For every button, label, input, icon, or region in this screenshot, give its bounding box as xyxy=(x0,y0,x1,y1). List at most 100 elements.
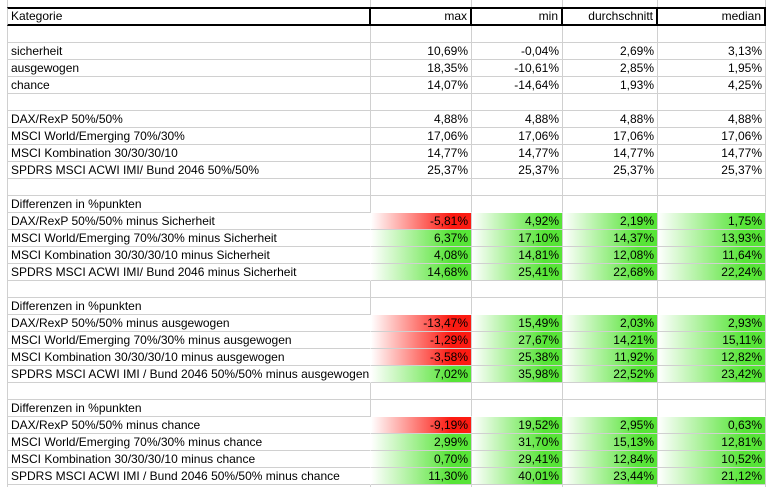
empty-cell[interactable] xyxy=(563,281,658,298)
row-label-cell[interactable]: MSCI Kombination 30/30/30/10 minus ausge… xyxy=(7,349,371,366)
value-cell[interactable]: 6,37% xyxy=(371,230,472,247)
value-cell[interactable]: 25,41% xyxy=(472,264,563,281)
empty-cell[interactable] xyxy=(472,298,563,315)
value-cell[interactable]: 2,99% xyxy=(371,434,472,451)
value-cell[interactable]: 4,08% xyxy=(371,247,472,264)
value-cell[interactable]: 21,12% xyxy=(658,468,766,485)
empty-cell[interactable] xyxy=(563,0,658,7)
value-cell[interactable]: 14,77% xyxy=(472,145,563,162)
value-cell[interactable]: 12,82% xyxy=(658,349,766,366)
value-cell[interactable]: 14,81% xyxy=(472,247,563,264)
empty-cell[interactable] xyxy=(7,26,371,43)
empty-cell[interactable] xyxy=(371,400,472,417)
value-cell[interactable]: -9,19% xyxy=(371,417,472,434)
row-label-cell[interactable]: SPDRS MSCI ACWI IMI / Bund 2046 50%/50% … xyxy=(7,366,371,383)
value-cell[interactable]: 10,69% xyxy=(371,43,472,60)
empty-cell[interactable] xyxy=(658,179,766,196)
value-cell[interactable]: 12,81% xyxy=(658,434,766,451)
row-label-cell[interactable]: DAX/RexP 50%/50% minus ausgewogen xyxy=(7,315,371,332)
empty-cell[interactable] xyxy=(472,26,563,43)
empty-cell[interactable] xyxy=(563,485,658,487)
value-cell[interactable]: -1,29% xyxy=(371,332,472,349)
value-cell[interactable]: 31,70% xyxy=(472,434,563,451)
value-cell[interactable]: 14,68% xyxy=(371,264,472,281)
empty-cell[interactable] xyxy=(7,94,371,111)
empty-cell[interactable] xyxy=(563,26,658,43)
value-cell[interactable]: 17,06% xyxy=(563,128,658,145)
row-label-cell[interactable]: SPDRS MSCI ACWI IMI/ Bund 2046 minus Sic… xyxy=(7,264,371,281)
empty-cell[interactable] xyxy=(371,485,472,487)
value-cell[interactable]: 14,77% xyxy=(371,145,472,162)
row-label-cell[interactable]: DAX/RexP 50%/50% minus Sicherheit xyxy=(7,213,371,230)
value-cell[interactable]: 15,49% xyxy=(472,315,563,332)
value-cell[interactable]: 1,95% xyxy=(658,60,766,77)
row-label-cell[interactable]: MSCI Kombination 30/30/30/10 minus Siche… xyxy=(7,247,371,264)
value-cell[interactable]: 23,42% xyxy=(658,366,766,383)
value-cell[interactable]: 4,92% xyxy=(472,213,563,230)
empty-cell[interactable] xyxy=(7,0,371,7)
empty-cell[interactable] xyxy=(658,281,766,298)
empty-cell[interactable] xyxy=(371,281,472,298)
empty-cell[interactable] xyxy=(658,383,766,400)
value-cell[interactable]: 22,52% xyxy=(563,366,658,383)
row-label-cell[interactable]: Differenzen in %punkten xyxy=(7,196,371,213)
value-cell[interactable]: 18,35% xyxy=(371,60,472,77)
value-cell[interactable]: 2,93% xyxy=(658,315,766,332)
row-label-cell[interactable]: DAX/RexP 50%/50% xyxy=(7,111,371,128)
empty-cell[interactable] xyxy=(7,485,371,487)
value-cell[interactable]: 25,38% xyxy=(472,349,563,366)
empty-cell[interactable] xyxy=(658,0,766,7)
empty-cell[interactable] xyxy=(563,298,658,315)
row-label-cell[interactable]: chance xyxy=(7,77,371,94)
row-label-cell[interactable]: ausgewogen xyxy=(7,60,371,77)
row-label-cell[interactable]: sicherheit xyxy=(7,43,371,60)
empty-cell[interactable] xyxy=(472,281,563,298)
empty-cell[interactable] xyxy=(371,0,472,7)
value-cell[interactable]: 25,37% xyxy=(472,162,563,179)
empty-cell[interactable] xyxy=(371,196,472,213)
empty-cell[interactable] xyxy=(371,179,472,196)
row-label-cell[interactable]: DAX/RexP 50%/50% minus chance xyxy=(7,417,371,434)
value-cell[interactable]: -5,81% xyxy=(371,213,472,230)
column-header-min[interactable]: min xyxy=(472,7,563,26)
value-cell[interactable]: 15,11% xyxy=(658,332,766,349)
row-label-cell[interactable]: Differenzen in %punkten xyxy=(7,400,371,417)
column-header-kategorie[interactable]: Kategorie xyxy=(7,7,371,26)
value-cell[interactable]: 17,06% xyxy=(658,128,766,145)
value-cell[interactable]: 40,01% xyxy=(472,468,563,485)
value-cell[interactable]: 17,10% xyxy=(472,230,563,247)
empty-cell[interactable] xyxy=(472,485,563,487)
empty-cell[interactable] xyxy=(563,383,658,400)
column-header-max[interactable]: max xyxy=(371,7,472,26)
row-label-cell[interactable]: MSCI Kombination 30/30/30/10 xyxy=(7,145,371,162)
empty-cell[interactable] xyxy=(563,179,658,196)
empty-cell[interactable] xyxy=(371,383,472,400)
value-cell[interactable]: 13,93% xyxy=(658,230,766,247)
value-cell[interactable]: 2,03% xyxy=(563,315,658,332)
value-cell[interactable]: 14,37% xyxy=(563,230,658,247)
value-cell[interactable]: 14,77% xyxy=(658,145,766,162)
value-cell[interactable]: 14,77% xyxy=(563,145,658,162)
row-label-cell[interactable]: MSCI Kombination 30/30/30/10 minus chanc… xyxy=(7,451,371,468)
value-cell[interactable]: 17,06% xyxy=(371,128,472,145)
row-label-cell[interactable]: SPDRS MSCI ACWI IMI/ Bund 2046 50%/50% xyxy=(7,162,371,179)
empty-cell[interactable] xyxy=(371,26,472,43)
value-cell[interactable]: 3,13% xyxy=(658,43,766,60)
value-cell[interactable]: 1,75% xyxy=(658,213,766,230)
value-cell[interactable]: 23,44% xyxy=(563,468,658,485)
value-cell[interactable]: 2,85% xyxy=(563,60,658,77)
empty-cell[interactable] xyxy=(658,298,766,315)
row-label-cell[interactable]: MSCI World/Emerging 70%/30% minus ausgew… xyxy=(7,332,371,349)
value-cell[interactable]: 25,37% xyxy=(371,162,472,179)
value-cell[interactable]: -13,47% xyxy=(371,315,472,332)
value-cell[interactable]: -0,04% xyxy=(472,43,563,60)
value-cell[interactable]: 25,37% xyxy=(658,162,766,179)
value-cell[interactable]: 2,69% xyxy=(563,43,658,60)
value-cell[interactable]: 22,24% xyxy=(658,264,766,281)
value-cell[interactable]: 17,06% xyxy=(472,128,563,145)
value-cell[interactable]: 0,70% xyxy=(371,451,472,468)
empty-cell[interactable] xyxy=(658,196,766,213)
empty-cell[interactable] xyxy=(563,196,658,213)
empty-cell[interactable] xyxy=(658,26,766,43)
row-label-cell[interactable]: MSCI World/Emerging 70%/30% xyxy=(7,128,371,145)
